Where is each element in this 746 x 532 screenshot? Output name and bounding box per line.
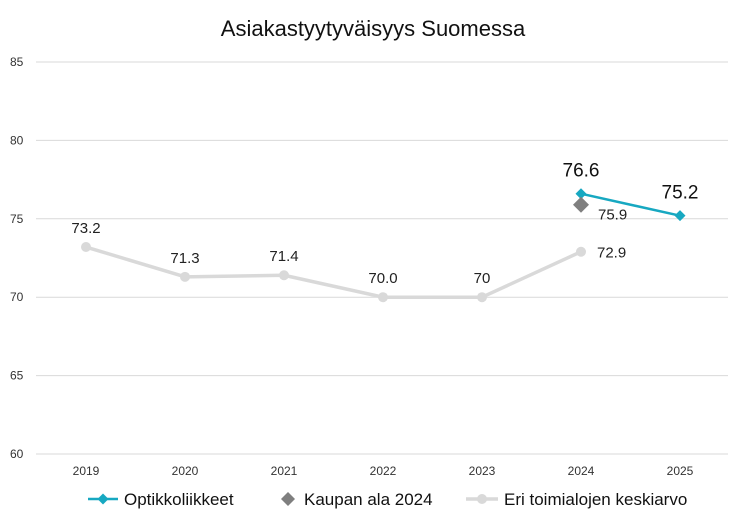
series-2-data-label: 70.0 <box>368 270 397 287</box>
x-tick-label: 2020 <box>172 464 199 478</box>
x-tick-label: 2021 <box>271 464 298 478</box>
x-tick-label: 2023 <box>469 464 496 478</box>
series-2-point <box>81 242 91 253</box>
chart-title: Asiakastyytyväisyys Suomessa <box>221 16 526 41</box>
series-2-point <box>576 246 586 257</box>
series-2-point <box>378 292 388 303</box>
legend-label: Kaupan ala 2024 <box>304 490 433 509</box>
series-0-point <box>575 188 587 200</box>
y-axis: 60 65 70 75 80 85 <box>10 55 24 461</box>
y-tick-label: 75 <box>10 212 24 226</box>
legend-label: Optikkoliikkeet <box>124 490 234 509</box>
legend: Optikkoliikkeet Kaupan ala 2024 Eri toimia… <box>88 490 687 509</box>
series-2-point <box>477 292 487 303</box>
legend-label: Eri toimialojen keskiarvo <box>504 490 687 509</box>
y-tick-label: 70 <box>10 290 24 304</box>
series-2-point <box>279 270 289 281</box>
y-tick-label: 80 <box>10 133 24 147</box>
series-0-data-label: 76.6 <box>563 161 600 182</box>
series-2-data-label: 73.2 <box>71 220 100 237</box>
x-tick-label: 2019 <box>73 464 100 478</box>
series-1-point <box>573 196 589 213</box>
series-line-2 <box>84 245 583 299</box>
series-2-data-label: 71.4 <box>269 248 298 265</box>
data-labels: 73.2 71.3 71.4 70.0 70 72.9 76.6 75.2 75.9 <box>71 161 698 287</box>
y-tick-label: 65 <box>10 369 24 383</box>
series-line-0 <box>579 192 682 217</box>
x-tick-label: 2022 <box>370 464 397 478</box>
series-2-point <box>180 271 190 282</box>
legend-swatch-marker <box>477 494 487 504</box>
legend-swatch-marker <box>281 492 295 506</box>
series-0-data-label: 75.2 <box>662 183 699 204</box>
legend-swatch-marker <box>97 493 109 505</box>
series-1-data-label: 75.9 <box>598 207 627 224</box>
series-lines <box>84 192 682 299</box>
x-axis: 2019 2020 2021 2022 2023 2024 2025 <box>73 464 694 478</box>
series-2-data-label: 71.3 <box>170 250 199 267</box>
series-2-data-label: 70 <box>474 270 491 287</box>
x-tick-label: 2025 <box>667 464 694 478</box>
x-tick-label: 2024 <box>568 464 595 478</box>
series-markers <box>81 188 686 303</box>
series-0-point <box>674 210 686 222</box>
y-tick-label: 60 <box>10 447 24 461</box>
y-tick-label: 85 <box>10 55 24 69</box>
series-2-data-label: 72.9 <box>597 245 626 262</box>
